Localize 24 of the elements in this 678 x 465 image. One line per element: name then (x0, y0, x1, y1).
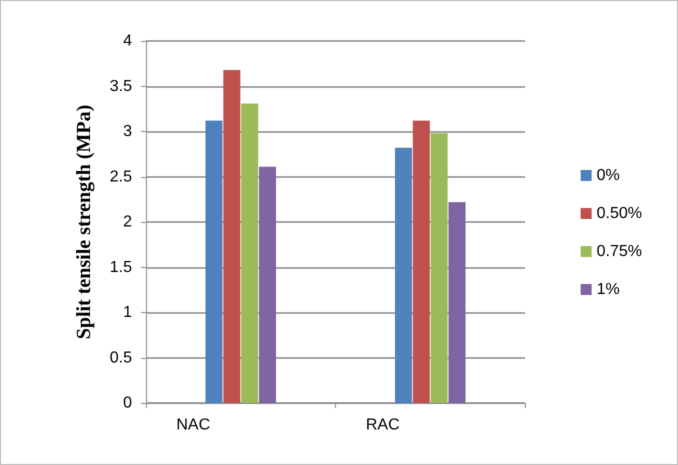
y-tick-label: 3 (123, 123, 132, 140)
bar (241, 103, 258, 403)
y-tick-label: 1.5 (110, 258, 132, 276)
bar (448, 202, 466, 403)
bar (394, 148, 412, 403)
bar (205, 120, 222, 403)
bar (223, 70, 240, 403)
legend-label: 0.75% (596, 243, 642, 260)
y-tick-label: 0 (123, 394, 132, 412)
y-tick-label: 1 (123, 304, 132, 321)
legend-label: 1% (596, 281, 620, 298)
bar (259, 166, 276, 403)
x-tick-label: RAC (366, 416, 400, 434)
y-tick-label: 3.5 (110, 78, 132, 95)
y-tick-label: 2 (123, 214, 132, 230)
x-tick-label: NAC (176, 416, 210, 434)
y-tick-label: 0.5 (110, 349, 132, 366)
legend-label: 0% (596, 167, 620, 184)
y-axis-title: Split tensile strength (MPa) (73, 104, 95, 340)
y-tick-label: 4 (123, 32, 132, 50)
bar (412, 120, 430, 403)
legend-label: 0.50% (596, 205, 642, 222)
y-tick-label: 2.5 (110, 168, 132, 186)
bar (430, 133, 448, 403)
